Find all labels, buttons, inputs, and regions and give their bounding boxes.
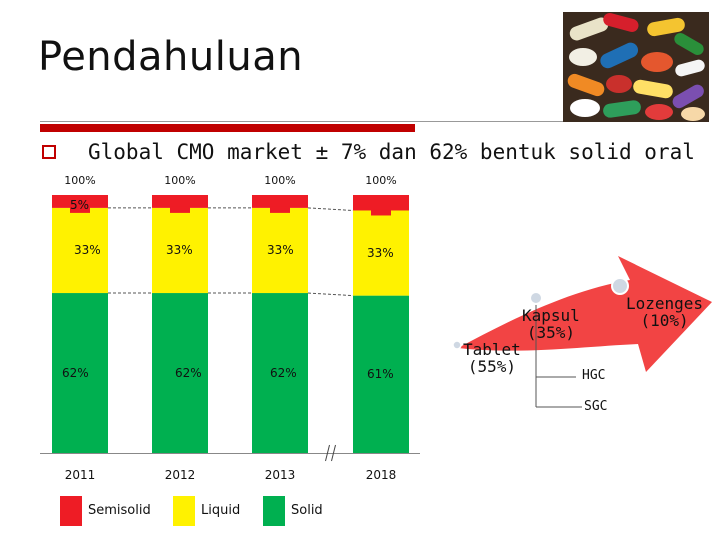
bar-solid-2013	[252, 293, 308, 453]
tablet-node	[452, 340, 462, 350]
bar-semisolid-2012	[152, 195, 208, 208]
sgc-label: SGC	[584, 399, 608, 414]
curved-arrow-shape	[458, 256, 712, 372]
data-label-solid: 62%	[175, 366, 202, 381]
bar-solid-2011	[52, 293, 108, 453]
kapsul-node	[529, 291, 543, 305]
segment-connector	[307, 292, 354, 297]
legend-swatch-semisolid	[60, 496, 82, 526]
bar-semisolid-2011	[52, 195, 108, 208]
hgc-label: HGC	[582, 368, 606, 383]
bar-cap-2012	[170, 206, 190, 213]
bar-liquid-2011	[52, 207, 108, 294]
bar-total-label: 100%	[365, 174, 397, 187]
bullet-text: Global CMO market ± 7% dan 62% bentuk so…	[88, 140, 695, 164]
data-label-liquid: 33%	[166, 243, 193, 258]
legend-swatch-solid	[263, 496, 285, 526]
title-accent-bar	[40, 124, 415, 132]
segment-connector	[307, 207, 354, 211]
tablet-label: Tablet (55%)	[463, 340, 521, 376]
legend-swatch-liquid	[173, 496, 195, 526]
bar-total-label: 100%	[64, 174, 96, 187]
kapsul-label: Kapsul (35%)	[522, 306, 580, 342]
bar-total-label: 100%	[164, 174, 196, 187]
legend-label-solid: Solid	[291, 503, 323, 518]
bar-semisolid-2013	[252, 195, 308, 208]
lozenges-node	[611, 277, 629, 295]
bar-total-label: 100%	[264, 174, 296, 187]
x-tick-label: 2011	[64, 468, 96, 482]
bar-solid-2012	[152, 293, 208, 453]
page-title: Pendahuluan	[38, 34, 304, 80]
legend-label-semisolid: Semisolid	[88, 503, 151, 518]
dosage-form-arrow	[452, 256, 712, 408]
bar-cap-2011	[70, 206, 90, 213]
data-label-solid: 62%	[270, 366, 297, 381]
x-tick-label: 2012	[164, 468, 196, 482]
data-label-liquid: 33%	[267, 243, 294, 258]
title-divider	[40, 121, 675, 122]
square-bullet-icon	[42, 145, 56, 159]
x-tick-label: 2013	[264, 468, 296, 482]
lozenges-label: Lozenges (10%)	[626, 294, 704, 330]
bar-semisolid-2018	[353, 195, 409, 211]
legend-label-liquid: Liquid	[201, 503, 241, 518]
bar-liquid-2018	[353, 210, 409, 296]
x-tick-label: 2018	[365, 468, 397, 482]
data-label-solid: 61%	[367, 367, 394, 382]
data-label-solid: 62%	[62, 366, 89, 381]
bar-solid-2018	[353, 295, 409, 453]
pills-photo	[563, 12, 709, 122]
data-label-semisolid: 5%	[70, 198, 90, 212]
data-label-liquid: 33%	[367, 246, 394, 261]
bar-cap-2013	[270, 206, 290, 213]
data-label-liquid: 33%	[74, 243, 101, 258]
axis-break-icon	[325, 444, 336, 462]
bar-cap-2018	[371, 209, 391, 216]
bar-liquid-2012	[152, 207, 208, 294]
bar-liquid-2013	[252, 207, 308, 294]
